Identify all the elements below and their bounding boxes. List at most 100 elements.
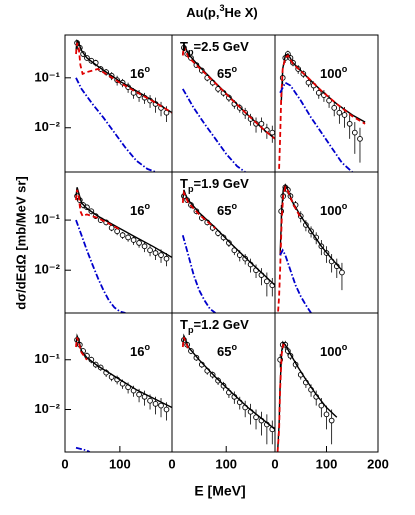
panel bbox=[74, 38, 172, 172]
data-point bbox=[336, 109, 343, 116]
data-point bbox=[269, 129, 275, 136]
y-tick-label: 10⁻² bbox=[34, 262, 60, 277]
angle-label-part: 16 bbox=[130, 203, 144, 218]
data-point bbox=[152, 400, 159, 407]
data-point bbox=[84, 204, 90, 211]
angle-label: 65o bbox=[217, 342, 237, 359]
curve-dashed bbox=[276, 343, 286, 452]
angle-label: 16o bbox=[130, 64, 150, 81]
data-point bbox=[141, 243, 148, 250]
angle-label-part: o bbox=[342, 201, 348, 211]
data-point bbox=[147, 247, 153, 254]
panel bbox=[181, 189, 275, 313]
y-tick-label: 10⁻² bbox=[34, 119, 60, 134]
energy-label-part: T bbox=[180, 39, 188, 54]
energy-label: Tp=2.5 GeV bbox=[180, 39, 249, 57]
angle-label-part: 16 bbox=[130, 66, 144, 81]
data-point bbox=[242, 255, 249, 262]
y-axis-label: dσ/dEdΩ [mb/MeV sr] bbox=[13, 176, 28, 309]
x-axis-label: E [MeV] bbox=[194, 483, 245, 499]
y-tick-label: 10⁻¹ bbox=[34, 212, 60, 227]
y-tick-label: 10⁻¹ bbox=[34, 351, 60, 366]
title-part: He X) bbox=[225, 5, 258, 20]
data-point bbox=[318, 402, 325, 409]
curve-dashdot bbox=[181, 234, 216, 313]
angle-label: 65o bbox=[217, 64, 237, 81]
data-point bbox=[215, 377, 221, 384]
angle-label-part: 65 bbox=[217, 66, 231, 81]
curve-dashed bbox=[75, 42, 172, 114]
panel bbox=[181, 43, 275, 172]
y-tick-label: 10⁻² bbox=[34, 401, 60, 416]
data-point bbox=[328, 417, 335, 424]
x-tick-label: 100 bbox=[316, 456, 338, 471]
curve-solid bbox=[75, 333, 172, 409]
data-point bbox=[114, 228, 120, 235]
data-point bbox=[163, 255, 170, 262]
x-tick-label: 0 bbox=[61, 456, 68, 471]
curve-dashed bbox=[181, 337, 190, 349]
angle-label-part: o bbox=[231, 342, 237, 352]
curve-dashed bbox=[277, 185, 302, 312]
panel bbox=[278, 50, 366, 172]
panel bbox=[74, 333, 172, 452]
data-point bbox=[231, 247, 238, 254]
curve-solid bbox=[75, 187, 172, 259]
data-point bbox=[119, 232, 126, 239]
panel bbox=[277, 183, 345, 313]
energy-label: Tp=1.9 GeV bbox=[180, 176, 249, 194]
curve-dashed bbox=[181, 189, 216, 230]
data-point bbox=[130, 237, 137, 243]
energy-label-part: p bbox=[188, 47, 194, 57]
data-point bbox=[323, 411, 330, 418]
curve-dashed bbox=[75, 337, 88, 361]
curve-solid bbox=[182, 189, 275, 286]
curve-dashed bbox=[181, 43, 275, 140]
angle-label-part: 100 bbox=[320, 203, 342, 218]
x-tick-label: 200 bbox=[367, 456, 389, 471]
data-point bbox=[158, 252, 164, 258]
curve-solid bbox=[280, 53, 366, 123]
energy-label-part: p bbox=[188, 325, 194, 335]
x-tick-label: 0 bbox=[168, 456, 175, 471]
curve-dashdot bbox=[279, 81, 353, 172]
title: Au(p,3He X) bbox=[186, 3, 258, 20]
curve-dashdot bbox=[279, 248, 312, 313]
curve-dashdot bbox=[75, 446, 91, 452]
angle-label: 16o bbox=[130, 201, 150, 218]
data-point bbox=[331, 105, 338, 111]
angle-label: 16o bbox=[130, 342, 150, 359]
energy-label-part: T bbox=[180, 176, 188, 191]
energy-label-part: =1.2 GeV bbox=[194, 317, 250, 332]
panel-frame bbox=[274, 312, 379, 453]
data-point bbox=[305, 79, 312, 86]
data-point bbox=[346, 120, 353, 127]
panel-frame bbox=[64, 171, 173, 314]
angle-label-part: 16 bbox=[130, 344, 144, 359]
title-part: Au(p, bbox=[186, 5, 219, 20]
panel bbox=[276, 340, 338, 452]
curve-dashdot bbox=[182, 88, 246, 172]
angle-label-part: o bbox=[231, 64, 237, 74]
energy-label-part: =2.5 GeV bbox=[194, 39, 250, 54]
title-part: 3 bbox=[219, 3, 224, 13]
energy-label-part: p bbox=[188, 184, 194, 194]
energy-label-part: T bbox=[180, 317, 188, 332]
angle-label: 100o bbox=[320, 342, 348, 359]
panel bbox=[181, 333, 275, 445]
data-point bbox=[158, 402, 164, 409]
curve-dashed bbox=[75, 189, 121, 231]
x-tick-label: 100 bbox=[109, 456, 131, 471]
angle-label-part: 65 bbox=[217, 203, 231, 218]
angle-label: 65o bbox=[217, 201, 237, 218]
energy-label-part: =1.9 GeV bbox=[194, 176, 250, 191]
x-tick-label: 0 bbox=[271, 456, 278, 471]
angle-label-part: 100 bbox=[320, 344, 342, 359]
data-point bbox=[339, 269, 345, 276]
panel bbox=[74, 187, 172, 313]
data-point bbox=[136, 240, 142, 246]
angle-label-part: o bbox=[342, 342, 348, 352]
curve-dashed bbox=[278, 54, 366, 169]
data-point bbox=[258, 120, 265, 127]
